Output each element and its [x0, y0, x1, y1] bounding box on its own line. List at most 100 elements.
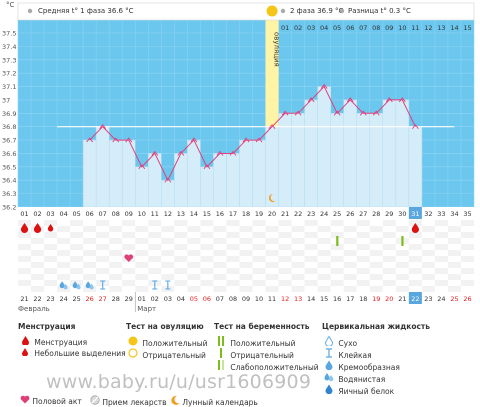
mark-cell — [343, 256, 357, 262]
mark-cell — [161, 274, 175, 280]
cycle-day-label: 02 — [33, 210, 41, 218]
mark-cell — [200, 238, 214, 244]
phase2-day-label: 05 — [333, 24, 341, 32]
mark-cell — [304, 256, 318, 262]
mark-cell — [135, 226, 149, 232]
current-day-highlight — [408, 207, 422, 219]
legend-item-ovulation-positive: Положительный — [126, 336, 208, 348]
mark-cell — [213, 238, 227, 244]
mark-cell — [226, 262, 240, 268]
mark-cell — [18, 232, 32, 238]
mark-cell — [122, 226, 136, 232]
temp-bar — [213, 153, 227, 208]
temp-bar — [356, 113, 371, 208]
mark-cell — [148, 244, 162, 250]
mark-cell — [239, 262, 253, 268]
temp-bar — [226, 153, 240, 208]
mark-cell — [408, 244, 422, 250]
mark-cell — [109, 226, 123, 232]
y-tick-label: 36.4 — [2, 177, 16, 185]
legend-mucus: Цервикальная жидкость Сухо Клейкая Кремо… — [322, 322, 430, 396]
mark-cell — [447, 280, 461, 286]
mark-cell — [135, 244, 149, 250]
mark-cell — [57, 238, 71, 244]
y-tick-label: 36.9 — [2, 110, 16, 118]
cycle-day-label: 22 — [294, 210, 302, 218]
legend-medication: Прием лекарств — [90, 395, 167, 407]
mark-cell — [330, 250, 344, 256]
mark-cell — [226, 280, 240, 286]
mark-cell — [252, 286, 266, 292]
mark-cell — [174, 286, 188, 292]
temp-bar — [395, 99, 410, 208]
mark-cell — [252, 268, 266, 274]
watermark: www.baby.ru/u/usr1606909 — [46, 371, 312, 393]
mark-cell — [239, 286, 253, 292]
mark-cell — [356, 274, 370, 280]
mark-cell — [408, 232, 422, 238]
mark-cell — [57, 280, 71, 286]
date-label: 04 — [177, 295, 185, 303]
mark-cell — [44, 250, 58, 256]
mark-cell — [174, 256, 188, 262]
mark-cell — [434, 280, 448, 286]
mark-cell — [356, 268, 370, 274]
date-label: 28 — [112, 295, 120, 303]
mark-cell — [291, 286, 305, 292]
mark-cell — [213, 280, 227, 286]
mark-cell — [434, 250, 448, 256]
mucus-sticky-mark — [152, 280, 158, 290]
mark-cell — [83, 262, 97, 268]
mark-cell — [421, 286, 435, 292]
legend-intercourse: Половой акт — [20, 395, 82, 406]
mark-cell — [382, 280, 396, 286]
temp-bar — [343, 99, 357, 208]
mark-cell — [18, 250, 32, 256]
mark-cell — [278, 244, 292, 250]
cycle-day-label: 35 — [463, 210, 471, 218]
date-label: 11 — [268, 295, 276, 303]
mark-cell — [226, 250, 240, 256]
mark-cell — [369, 268, 383, 274]
mark-cell — [135, 268, 149, 274]
mark-cell — [187, 280, 201, 286]
cycle-day-label: 21 — [281, 210, 289, 218]
mark-cell — [265, 232, 279, 238]
mark-cell — [213, 232, 227, 238]
y-tick-label: 36.2 — [2, 204, 16, 212]
date-label: 27 — [99, 295, 107, 303]
mark-cell — [330, 220, 344, 226]
cycle-day-label: 16 — [216, 210, 224, 218]
mark-cell — [161, 238, 175, 244]
phase2-day-label: 15 — [463, 24, 471, 32]
mark-cell — [109, 268, 123, 274]
mark-cell — [304, 226, 318, 232]
mark-cell — [239, 226, 253, 232]
mark-cell — [18, 286, 32, 292]
date-strip — [18, 292, 474, 304]
single-bar-icon — [214, 348, 228, 362]
mark-cell — [83, 238, 97, 244]
mark-cell — [408, 274, 422, 280]
mark-cell — [408, 256, 422, 262]
mark-cell — [83, 286, 97, 292]
mark-cell — [447, 262, 461, 268]
ovulation-sun-icon — [266, 5, 278, 17]
mark-cell — [148, 232, 162, 238]
mark-cell — [395, 262, 409, 268]
mark-cell — [57, 244, 71, 250]
y-tick-label: 37.3 — [2, 56, 16, 64]
y-tick-label: 37.5 — [2, 30, 16, 38]
legend-item-label: Отрицательный — [142, 351, 206, 360]
mark-cell — [278, 286, 292, 292]
mark-cell — [83, 268, 97, 274]
mark-cell — [226, 286, 240, 292]
cycle-day-label: 34 — [450, 210, 458, 218]
temp-bar — [304, 99, 318, 208]
cycle-day-label: 32 — [424, 210, 432, 218]
date-label: 10 — [255, 295, 263, 303]
mark-cell — [122, 262, 136, 268]
pregnancy-test-mark — [336, 236, 339, 246]
mark-cell — [447, 250, 461, 256]
mark-cell — [96, 220, 110, 226]
